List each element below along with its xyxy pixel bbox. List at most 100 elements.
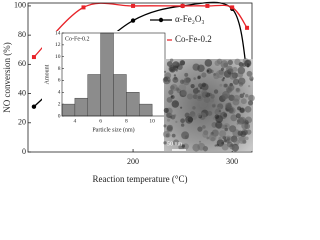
tem-grain — [166, 118, 171, 122]
point — [130, 18, 136, 23]
tem-grain — [169, 58, 174, 62]
tem-grain — [242, 92, 245, 95]
tem-grain — [196, 87, 199, 90]
tem-grain — [213, 89, 219, 94]
tem-grain — [249, 76, 254, 81]
tem-grain — [219, 83, 223, 87]
tem-grain — [222, 76, 225, 80]
y-tick-label: 6 — [58, 78, 61, 84]
tem-grain — [224, 124, 228, 128]
tem-grain — [238, 62, 244, 68]
y-tick-label: 12 — [55, 42, 61, 48]
tem-grain — [184, 112, 190, 118]
tem-grain — [230, 114, 238, 122]
tem-grain — [218, 110, 221, 113]
tem-grain — [235, 113, 241, 119]
tem-grain — [212, 102, 215, 105]
tem-grain — [201, 89, 208, 96]
point — [230, 5, 235, 10]
tem-grain — [203, 96, 211, 104]
tem-grain — [175, 69, 178, 72]
tem-grain — [221, 143, 229, 151]
tem-grain — [197, 142, 206, 151]
bar — [113, 74, 127, 117]
tem-grain — [187, 116, 194, 123]
tem-grain — [234, 58, 241, 66]
tem-grain — [215, 121, 223, 129]
tem-grain — [170, 85, 175, 90]
tem-grain — [219, 96, 224, 101]
tem-grain — [240, 98, 247, 105]
legend-label: α-Fe₂O₃ — [175, 14, 205, 24]
tem-grain — [163, 141, 167, 145]
tem-image — [162, 58, 255, 152]
tem-grain — [197, 89, 201, 93]
tem-grain — [183, 78, 190, 86]
tem-grain — [245, 116, 253, 124]
tem-grain — [245, 136, 249, 141]
tem-grain — [221, 78, 225, 82]
tem-grain — [175, 120, 178, 124]
tem-grain — [213, 72, 220, 80]
tem-grain — [246, 70, 253, 77]
tem-grain — [219, 130, 227, 138]
y-tick-label: 10 — [55, 54, 61, 60]
tem-grain — [244, 59, 252, 68]
tem-grain — [169, 115, 173, 119]
point — [31, 104, 37, 109]
legend-label: Co-Fe-0.2 — [175, 34, 212, 44]
tem-grain — [192, 106, 196, 110]
tem-grain — [192, 63, 200, 71]
tem-grain — [248, 94, 255, 102]
tem-grain — [166, 124, 173, 131]
tem-grain — [228, 107, 236, 115]
tem-grain — [220, 67, 225, 71]
tem-grain — [197, 75, 201, 80]
tem-grain — [180, 118, 185, 124]
bar — [100, 32, 114, 117]
y-tick-label: 14 — [55, 30, 61, 36]
tem-grain — [238, 82, 244, 87]
x-tick-label: 4 — [74, 118, 77, 124]
x-tick-label: 10 — [149, 118, 155, 124]
tem-grain — [223, 139, 227, 143]
tem-grain — [216, 143, 220, 147]
tem-grain — [180, 106, 183, 109]
y-tick-label: 80 — [18, 30, 26, 39]
tem-grain — [201, 82, 207, 88]
tem-grain — [206, 136, 210, 140]
y-tick-label: 2 — [58, 101, 61, 107]
tem-grain — [168, 89, 174, 95]
x-tick-label: 6 — [99, 118, 102, 124]
tem-grain — [224, 127, 228, 132]
tem-grain — [232, 98, 240, 106]
tem-grain — [204, 59, 213, 67]
tem-grain — [224, 83, 228, 88]
tem-grain — [247, 100, 254, 106]
tem-grain — [186, 93, 194, 100]
tem-grain — [180, 89, 187, 96]
tem-grain — [173, 114, 177, 117]
bar — [74, 97, 88, 117]
bar — [126, 92, 140, 117]
tem-grain — [214, 60, 221, 66]
legend-marker — [158, 17, 164, 23]
tem-grain — [201, 72, 207, 78]
y-tick-label: 0 — [58, 113, 61, 119]
tem-grain — [181, 131, 190, 140]
tem-grain — [162, 76, 171, 85]
tem-grain — [172, 76, 179, 83]
y-tick-label: 0 — [22, 147, 26, 156]
tem-grain — [237, 106, 242, 111]
tem-grain — [214, 114, 220, 119]
tem-grain — [164, 70, 167, 73]
tem-grain — [172, 139, 180, 146]
tem-grain — [197, 126, 203, 132]
tem-grain — [173, 74, 177, 77]
tem-grain — [207, 110, 213, 116]
y-tick-label: 40 — [18, 88, 26, 97]
tem-grain — [232, 66, 238, 72]
tem-grain — [233, 139, 240, 146]
tem-grain — [225, 86, 233, 93]
y-tick-label: 8 — [58, 66, 61, 72]
